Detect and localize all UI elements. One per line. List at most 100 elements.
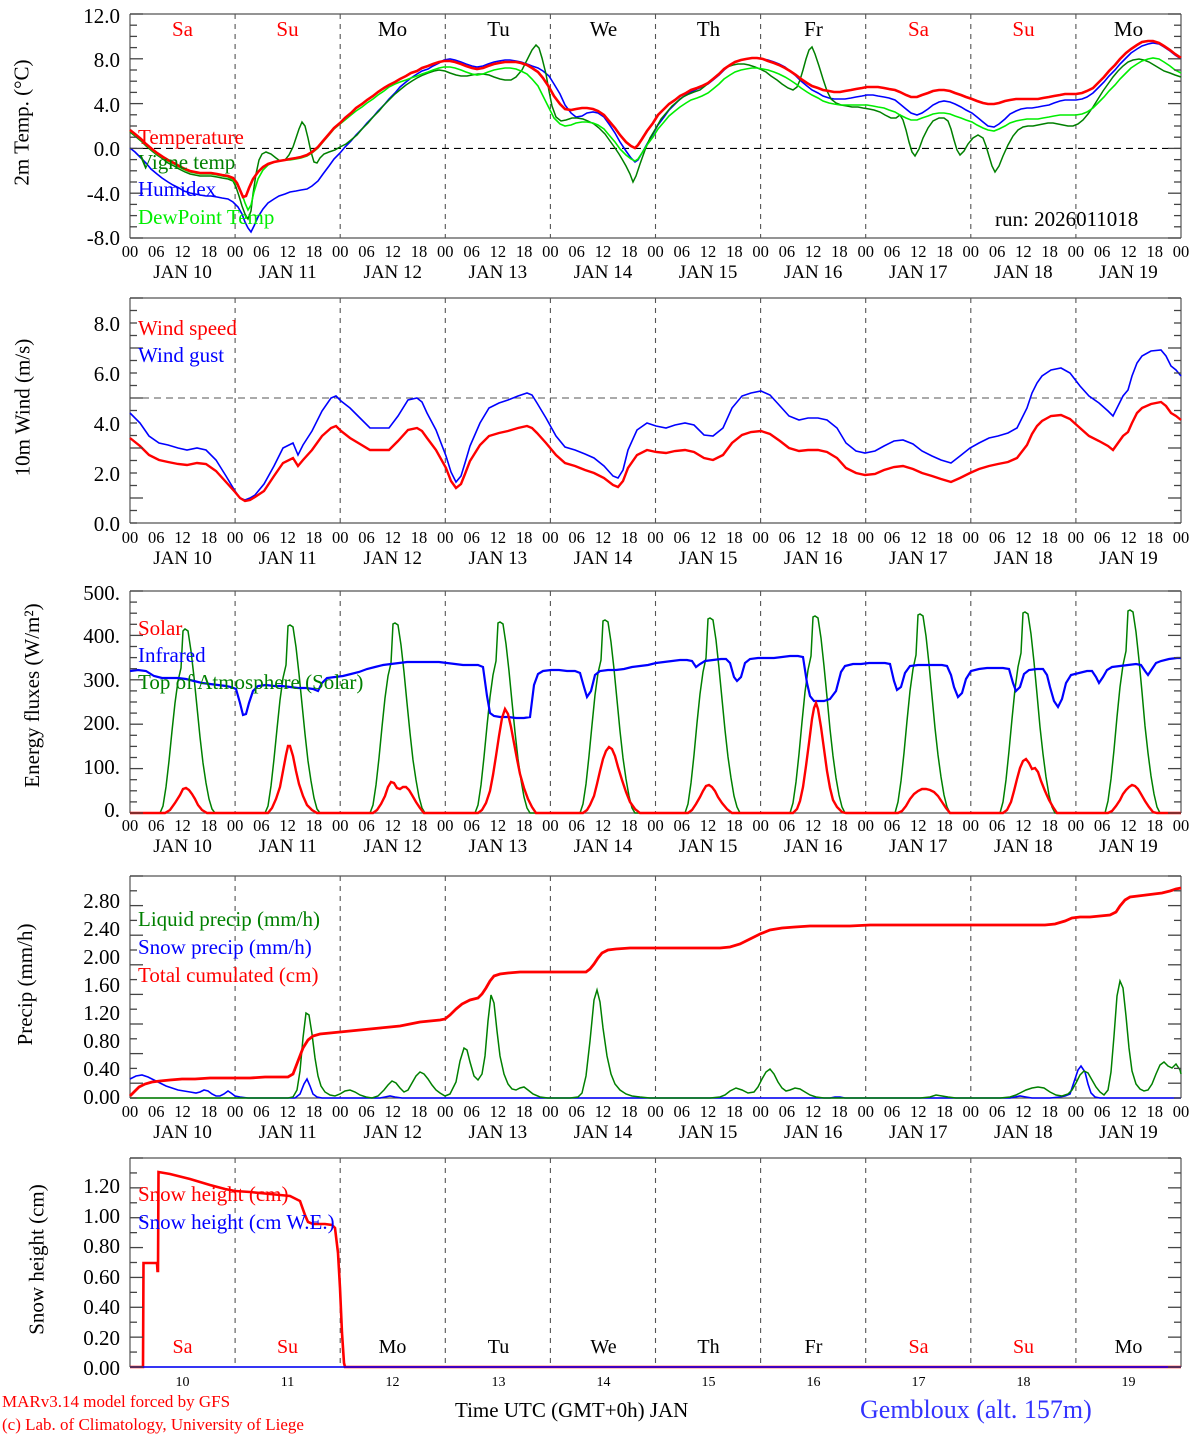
weekday-label-0: Sa xyxy=(172,17,193,41)
x-day-label: JAN 15 xyxy=(678,1122,738,1143)
snow-weekday-1: Su xyxy=(276,1336,299,1358)
x-hour-label: 00 xyxy=(121,528,139,547)
x-day-label: JAN 10 xyxy=(153,836,212,857)
x-hour-label: 12 xyxy=(489,528,507,547)
weekday-label-5: Th xyxy=(696,17,721,41)
x-hour-label: 00 xyxy=(121,1102,139,1121)
weekday-label-6: Fr xyxy=(804,17,823,41)
energy-ytick-5: 0. xyxy=(104,798,120,822)
x-hour-label: 00 xyxy=(226,816,244,835)
x-day-label: JAN 18 xyxy=(994,836,1053,857)
x-hour-label: 18 xyxy=(726,528,743,547)
x-hour-label: 00 xyxy=(857,816,874,835)
x-hour-label: 12 xyxy=(594,1102,612,1121)
weekday-label-7: Sa xyxy=(908,17,929,41)
x-hour-label: 18 xyxy=(410,1102,428,1121)
x-hour-label: 00 xyxy=(1067,816,1085,835)
panel-temperature: 2m Temp. (°C) 12.0 8.0 4.0 0.0 -4.0 -8.0 xyxy=(0,0,1194,290)
precip-ytick-6: 0.40 xyxy=(83,1057,120,1081)
x-hour-label: 12 xyxy=(594,528,612,547)
x-hour-label: 18 xyxy=(410,242,428,261)
x-hour-label: 06 xyxy=(1093,816,1111,835)
x-axis-title: Time UTC (GMT+0h) JAN xyxy=(455,1398,689,1422)
x-hour-label: 06 xyxy=(148,242,165,261)
x-hour-label: 12 xyxy=(910,528,927,547)
x-hour-label: 18 xyxy=(1041,242,1058,261)
x-hour-label: 06 xyxy=(883,1102,901,1121)
x-day-label: JAN 16 xyxy=(783,262,843,283)
x-hour-label: 06 xyxy=(778,242,796,261)
run-label: run: 2026011018 xyxy=(995,207,1139,231)
x-hour-label: 06 xyxy=(568,816,585,835)
x-day-label: JAN 13 xyxy=(468,548,528,569)
x-hour-label: 12 xyxy=(910,242,927,261)
x-day-label: JAN 15 xyxy=(678,836,738,857)
x-hour-label: 18 xyxy=(936,242,953,261)
x-hour-label: 06 xyxy=(463,1102,480,1121)
x-hour-label: 06 xyxy=(1093,242,1111,261)
temperature-ytick-0: 12.0 xyxy=(83,4,120,28)
x-day-label: JAN 14 xyxy=(573,1122,633,1143)
series-top-of-atmosphere xyxy=(130,609,1181,814)
precip-ytick-1: 2.40 xyxy=(83,917,120,941)
x-hour-label: 06 xyxy=(358,242,375,261)
x-hour-label: 00 xyxy=(1067,528,1085,547)
model-credit-line-2: (c) Lab. of Climatology, University of L… xyxy=(2,1415,304,1434)
x-day-label: JAN 13 xyxy=(468,1122,528,1143)
x-day-label: JAN 14 xyxy=(573,548,633,569)
x-hour-label: 06 xyxy=(148,528,165,547)
x-hour-label: 00 xyxy=(226,242,244,261)
x-hour-label: 18 xyxy=(200,528,218,547)
legend-wind-gust: Wind gust xyxy=(138,343,225,367)
legend-snow-precip: Snow precip (mm/h) xyxy=(138,935,312,959)
x-day-label: JAN 11 xyxy=(258,548,317,569)
snow-day-number-1: 11 xyxy=(280,1375,295,1390)
x-hour-label: 00 xyxy=(857,528,874,547)
x-hour-label: 18 xyxy=(620,1102,638,1121)
x-hour-label: 06 xyxy=(673,528,691,547)
x-hour-label: 06 xyxy=(253,1102,270,1121)
x-hour-label: 00 xyxy=(857,1102,874,1121)
legend-top-of-atmosphere: Top of Atmosphere (Solar) xyxy=(138,670,364,694)
x-hour-label: 12 xyxy=(1015,242,1032,261)
panel-precip: Precip (mm/h) 2.80 2.40 2.00 1.60 1.20 0… xyxy=(0,862,1194,1152)
x-hour-label: 06 xyxy=(883,242,901,261)
legend-temperature: Temperature xyxy=(138,125,244,149)
x-hour-label: 00 xyxy=(542,242,559,261)
panel-wind: 10m Wind (m/s) 8.0 6.0 4.0 2.0 0.0 Wind … xyxy=(0,290,1194,575)
x-hour-label: 00 xyxy=(437,1102,454,1121)
series-infrared xyxy=(129,654,1181,720)
x-hour-label: 18 xyxy=(305,242,323,261)
x-hour-label: 06 xyxy=(988,1102,1006,1121)
x-hour-label: 18 xyxy=(515,528,533,547)
x-day-label: JAN 18 xyxy=(994,548,1053,569)
x-hour-label: 00 xyxy=(647,528,664,547)
snow-day-number-5: 15 xyxy=(701,1375,716,1390)
series-temperature xyxy=(129,39,1182,199)
legend-vigne-temp: Vigne temp xyxy=(138,150,236,174)
x-hour-label: 12 xyxy=(279,528,296,547)
x-day-label: JAN 12 xyxy=(363,548,423,569)
x-hour-label: 00 xyxy=(962,1102,980,1121)
x-hour-label: 18 xyxy=(936,816,953,835)
x-hour-label: 12 xyxy=(174,528,191,547)
x-hour-label: 00 xyxy=(121,242,139,261)
snow-weekday-5: Th xyxy=(697,1336,720,1358)
snow-ytick-2: 0.80 xyxy=(83,1234,120,1258)
x-hour-label: 00 xyxy=(121,816,139,835)
x-hour-label: 18 xyxy=(831,528,848,547)
legend-liquid-precip: Liquid precip (mm/h) xyxy=(138,907,320,931)
snow-weekday-7: Sa xyxy=(908,1336,929,1358)
x-hour-label: 18 xyxy=(936,1102,953,1121)
series-total-cumulated xyxy=(129,886,1182,1097)
snow-height-plot xyxy=(129,1157,1182,1369)
x-hour-label: 00 xyxy=(437,528,454,547)
x-hour-label: 12 xyxy=(804,1102,822,1121)
wind-ytick-1: 6.0 xyxy=(93,362,120,386)
x-hour-label: 18 xyxy=(726,242,743,261)
snow-day-number-4: 14 xyxy=(596,1375,611,1390)
x-hour-label: 06 xyxy=(988,816,1006,835)
x-hour-label: 06 xyxy=(883,816,901,835)
precip-ytick-4: 1.20 xyxy=(83,1001,120,1025)
x-hour-label: 18 xyxy=(726,816,743,835)
